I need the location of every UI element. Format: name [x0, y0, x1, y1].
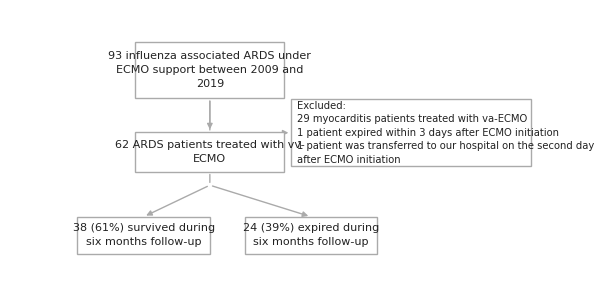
Text: 93 influenza associated ARDS under
ECMO support between 2009 and
2019: 93 influenza associated ARDS under ECMO … [109, 51, 311, 89]
Text: Excluded:
29 myocarditis patients treated with va-ECMO
1 patient expired within : Excluded: 29 myocarditis patients treate… [297, 100, 594, 165]
FancyBboxPatch shape [136, 132, 284, 172]
FancyBboxPatch shape [245, 217, 377, 254]
FancyBboxPatch shape [77, 217, 210, 254]
Text: 38 (61%) survived during
six months follow-up: 38 (61%) survived during six months foll… [73, 223, 215, 247]
Text: 24 (39%) expired during
six months follow-up: 24 (39%) expired during six months follo… [243, 223, 379, 247]
FancyBboxPatch shape [136, 42, 284, 98]
Text: 62 ARDS patients treated with vv-
ECMO: 62 ARDS patients treated with vv- ECMO [115, 140, 305, 164]
FancyBboxPatch shape [291, 99, 531, 166]
